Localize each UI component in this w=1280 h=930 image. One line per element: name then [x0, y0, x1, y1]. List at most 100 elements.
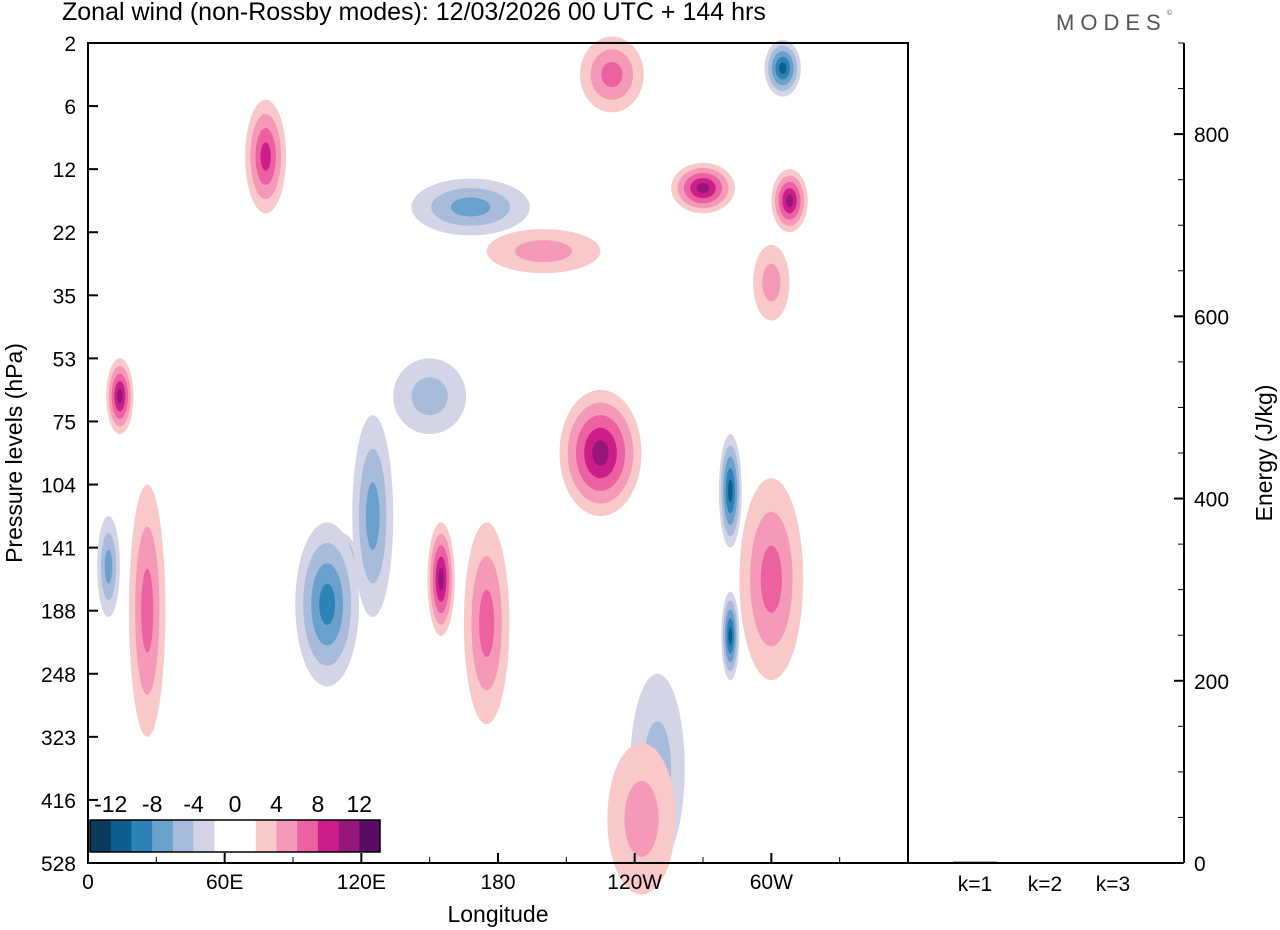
colorbar-swatch	[193, 820, 215, 852]
heatmap-contour	[411, 377, 448, 416]
heatmap-blob	[607, 743, 676, 895]
heatmap-contour	[117, 388, 123, 404]
y-tick-label: 75	[53, 411, 76, 434]
heatmap-contour	[785, 194, 794, 207]
y-tick-label: 104	[41, 475, 76, 498]
heatmap-contour	[104, 549, 113, 584]
x-tick-label: 120E	[337, 871, 386, 894]
x-tick-label: 180	[480, 871, 515, 894]
energy-axis-label: Energy (J/kg)	[1251, 385, 1277, 522]
y-tick-label: 528	[41, 853, 76, 876]
x-tick-label: 0	[82, 871, 94, 894]
heatmap-blob	[739, 478, 804, 681]
energy-tick-label: 0	[1194, 853, 1206, 876]
heatmap-contour	[260, 142, 271, 171]
brand-logo: MODES©	[1056, 10, 1172, 36]
colorbar-label: -8	[142, 791, 162, 817]
heatmap-contour	[141, 568, 154, 653]
colorbar-swatch	[110, 820, 132, 852]
heatmap-contour	[365, 482, 380, 550]
heatmap-blob	[411, 178, 530, 236]
colorbar-swatch	[152, 820, 174, 852]
page-title: Zonal wind (non-Rossby modes): 12/03/202…	[62, 0, 766, 26]
x-tick-label: 60E	[206, 871, 243, 894]
heatmap-contour	[762, 263, 781, 302]
heatmap-contour	[779, 62, 787, 74]
y-tick-label: 6	[64, 96, 76, 119]
heatmap-blob	[486, 229, 601, 274]
colorbar-frame	[89, 819, 381, 853]
colorbar-label: 0	[229, 791, 242, 817]
heatmap-blob	[352, 415, 394, 617]
colorbar: -12 -8 -4 0 4 8 12	[89, 791, 381, 853]
x-axis: 0 60E 120E 180 120W 60W	[82, 853, 841, 894]
heatmap-contour	[601, 61, 623, 88]
heatmap-contour	[624, 781, 659, 857]
y-tick-label: 22	[53, 222, 76, 245]
y-tick-label: 323	[41, 727, 76, 750]
heatmap-contour	[728, 627, 733, 645]
energy-panel: 0 200 400 600 800 k=1 k=2 k=3	[953, 42, 1229, 896]
colorbar-swatch	[255, 820, 277, 852]
heatmap-blob	[753, 244, 790, 321]
x-axis-label: Longitude	[447, 901, 548, 927]
heatmap-blob	[393, 358, 467, 435]
heatmap-contour	[515, 240, 573, 263]
heatmap-contour	[696, 183, 710, 194]
y-tick-label: 188	[41, 601, 76, 624]
heatmap-blob	[129, 484, 166, 737]
energy-tick-label: 600	[1194, 306, 1229, 329]
colorbar-swatch	[317, 820, 340, 852]
heatmap-blob	[721, 591, 740, 681]
energy-tick-label: 800	[1194, 124, 1229, 147]
y-tick-label: 2	[64, 33, 76, 56]
brand-mark: ©	[1166, 10, 1172, 17]
energy-bar-label: k=3	[1096, 873, 1130, 896]
energy-bar-label: k=1	[958, 873, 992, 896]
y-axis-label: Pressure levels (hPa)	[1, 343, 27, 563]
heatmap-contour	[760, 545, 782, 613]
heatmap-contour	[438, 567, 444, 591]
heatmap-blob	[718, 434, 742, 548]
heatmap-contour	[479, 589, 495, 657]
colorbar-swatch	[359, 820, 381, 852]
heatmap-blob	[671, 162, 735, 214]
y-tick-label: 12	[53, 159, 76, 182]
heatmap-contour	[319, 583, 336, 625]
colorbar-swatch	[276, 820, 298, 852]
energy-bar-label: k=2	[1028, 873, 1062, 896]
heatmap-blob	[427, 522, 455, 636]
y-axis: 2 6 12 22 35 53 75 104 141 188 248 323 416 528	[41, 33, 98, 876]
heatmap-blob	[245, 99, 287, 214]
heatmap-blob	[580, 36, 644, 113]
y-tick-label: 53	[53, 348, 76, 371]
energy-tick-label: 200	[1194, 671, 1229, 694]
heatmap-blob	[463, 522, 510, 725]
x-tick-label: 60W	[750, 871, 793, 894]
y-tick-label: 141	[41, 538, 76, 561]
y-tick-label: 248	[41, 664, 76, 687]
colorbar-swatch	[214, 820, 236, 852]
colorbar-label: -12	[94, 791, 127, 817]
energy-tick-label: 400	[1194, 489, 1229, 512]
y-tick-label: 35	[53, 285, 76, 308]
wind-heatmap	[88, 36, 908, 895]
heatmap-contour	[728, 479, 733, 503]
colorbar-swatch	[131, 820, 153, 852]
heatmap-contour	[592, 440, 609, 466]
heatmap-blob	[771, 169, 808, 233]
y-tick-label: 416	[41, 790, 76, 813]
heatmap-blob	[295, 522, 360, 687]
colorbar-swatch	[90, 820, 112, 852]
heatmap-blob	[97, 516, 120, 617]
heatmap-background	[88, 43, 908, 863]
heatmap-contour	[450, 197, 491, 217]
colorbar-label: 4	[270, 791, 283, 817]
colorbar-swatch	[172, 820, 195, 852]
colorbar-swatch	[235, 820, 257, 852]
heatmap-blob	[764, 39, 801, 97]
colorbar-label: -4	[183, 791, 204, 817]
heatmap-blob	[106, 358, 134, 435]
heatmap-blob	[559, 389, 642, 517]
